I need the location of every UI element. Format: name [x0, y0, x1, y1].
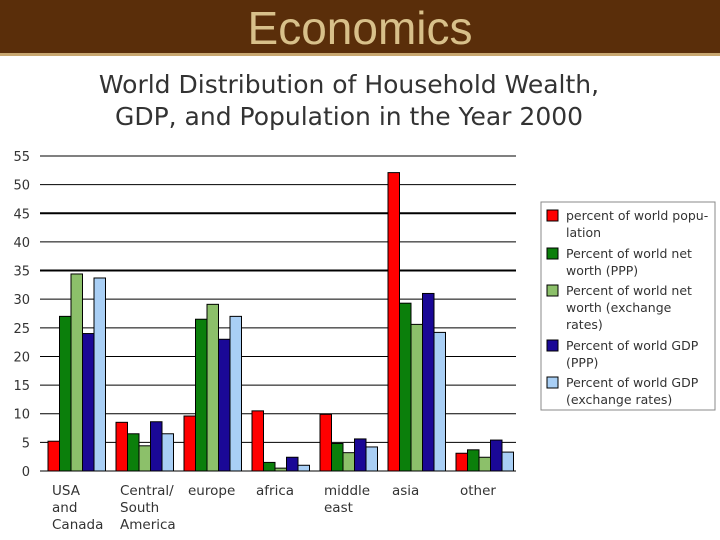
legend-label: (PPP) [566, 355, 598, 370]
legend-label: worth (PPP) [566, 263, 638, 278]
legend-swatch [546, 247, 559, 260]
bar [342, 452, 355, 472]
bar [455, 452, 468, 472]
y-tick-label: 20 [13, 350, 30, 365]
bar [47, 440, 60, 472]
y-tick-label: 35 [13, 265, 30, 280]
bar [218, 338, 231, 472]
y-tick-label: 25 [13, 322, 30, 337]
bar [274, 467, 287, 472]
chart-title-line: GDP, and Population in the Year 2000 [115, 102, 583, 131]
bar [399, 302, 412, 472]
bar [410, 323, 423, 472]
x-category-label: America [120, 517, 176, 533]
bar [206, 303, 219, 472]
bar [422, 292, 435, 472]
bar [263, 461, 276, 472]
bar [150, 421, 163, 472]
bar [161, 433, 174, 472]
legend-label: percent of world popu- [566, 208, 708, 223]
bar [183, 415, 196, 472]
x-category-label: east [324, 500, 353, 516]
bar [195, 318, 208, 472]
x-category-label: USA [52, 483, 81, 499]
header-divider [0, 53, 720, 56]
bar [297, 464, 310, 472]
legend-label: Percent of world net [566, 283, 692, 298]
x-category-label: Canada [52, 517, 103, 533]
bar [433, 331, 446, 472]
legend-label: (exchange rates) [566, 392, 672, 407]
legend-swatch [546, 376, 559, 389]
bar [93, 277, 106, 472]
x-category-label: europe [188, 483, 235, 499]
bar [319, 413, 332, 472]
bar [478, 456, 491, 472]
legend-swatch [546, 209, 559, 222]
bar [467, 449, 480, 472]
y-tick-label: 50 [13, 179, 30, 194]
y-tick-label: 45 [13, 207, 30, 222]
legend-box [540, 201, 716, 411]
bar [490, 439, 503, 472]
y-tick-label: 5 [22, 436, 30, 451]
bar [229, 315, 242, 472]
bar [331, 443, 344, 472]
x-category-label: Central/ [120, 483, 174, 499]
y-tick-label: 0 [22, 465, 30, 480]
bar [70, 273, 83, 472]
y-tick-label: 40 [13, 236, 30, 251]
slide-header: Economics [0, 0, 720, 54]
bar [138, 445, 151, 472]
bar [127, 433, 140, 472]
bar [82, 333, 95, 472]
legend-label: worth (exchange [566, 300, 672, 315]
y-tick-label: 10 [13, 408, 30, 423]
legend-label: Percent of world GDP [566, 375, 699, 390]
bar [251, 410, 264, 472]
x-category-label: asia [392, 483, 419, 499]
y-tick-label: 55 [13, 150, 30, 165]
legend-label: lation [566, 225, 601, 240]
y-tick-label: 15 [13, 379, 30, 394]
bar [365, 446, 378, 472]
slide-title: Economics [247, 2, 473, 54]
x-category-label: africa [256, 483, 294, 499]
bar [59, 315, 72, 472]
chart-title-line: World Distribution of Household Wealth, [99, 70, 599, 99]
bar-chart: World Distribution of Household Wealth, G… [13, 70, 716, 533]
bar [115, 421, 128, 472]
x-category-label: South [120, 500, 159, 516]
x-category-label: and [52, 500, 77, 516]
y-tick-label: 30 [13, 293, 30, 308]
x-category-label: other [460, 483, 496, 499]
bar [501, 451, 514, 472]
legend-label: rates) [566, 317, 603, 332]
legend-label: Percent of world net [566, 246, 692, 261]
legend-swatch [546, 339, 559, 352]
bar [387, 172, 400, 472]
bar [354, 438, 367, 472]
legend-label: Percent of world GDP [566, 338, 699, 353]
legend-swatch [546, 284, 559, 297]
bar [286, 456, 299, 472]
x-category-label: middle [324, 483, 370, 499]
